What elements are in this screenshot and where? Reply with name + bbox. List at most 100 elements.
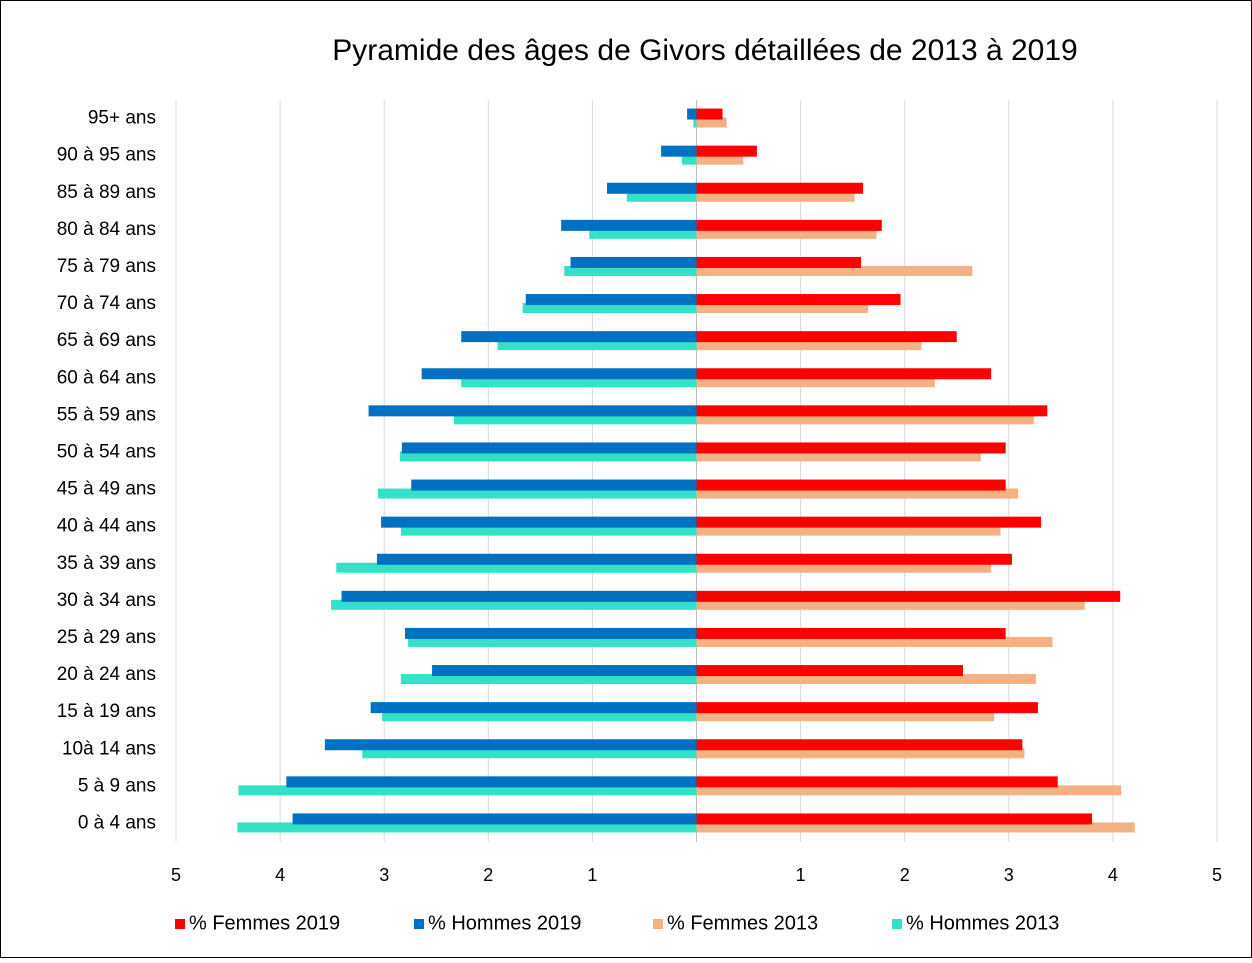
x-tick-label: 2: [900, 865, 910, 885]
bar: [405, 627, 697, 639]
bar: [696, 785, 1122, 796]
y-tick-label: 45 à 49 ans: [57, 479, 156, 500]
y-tick-label: 15 à 19 ans: [57, 701, 156, 722]
legend-label: % Femmes 2019: [189, 912, 340, 934]
bar: [696, 405, 1048, 417]
legend-swatch: [892, 919, 902, 929]
x-tick-label: 4: [275, 865, 285, 885]
bar: [432, 665, 697, 677]
bar: [696, 516, 1042, 528]
bar: [696, 303, 869, 314]
bar: [696, 256, 861, 268]
bar: [696, 377, 935, 388]
bar: [564, 265, 697, 276]
bar: [362, 748, 697, 759]
bar: [400, 525, 697, 536]
y-tick-label: 20 à 24 ans: [57, 664, 156, 685]
bar: [696, 451, 981, 462]
bar: [570, 256, 697, 268]
bar: [408, 636, 697, 647]
bar: [696, 442, 1006, 454]
y-tick-label: 35 à 39 ans: [57, 553, 156, 574]
bar: [696, 117, 727, 128]
bar: [696, 265, 973, 276]
y-tick-label: 85 à 89 ans: [57, 182, 156, 203]
chart-title: Pyramide des âges de Givors détaillées d…: [332, 34, 1077, 67]
bar: [376, 553, 697, 565]
bar: [589, 228, 697, 239]
bar: [696, 562, 992, 573]
bar: [696, 739, 1023, 751]
y-tick-label: 10à 14 ans: [62, 738, 156, 759]
x-tick-label: 5: [1212, 865, 1222, 885]
bar: [696, 627, 1006, 639]
bar: [626, 191, 697, 202]
legend-swatch: [414, 919, 424, 929]
bar: [696, 553, 1012, 565]
legend-label: % Hommes 2019: [428, 912, 581, 934]
bar: [661, 145, 697, 157]
bar: [696, 674, 1036, 685]
bar: [696, 748, 1025, 759]
bar: [696, 145, 757, 157]
bar: [696, 813, 1093, 825]
bar: [696, 154, 744, 165]
bar: [696, 108, 723, 120]
y-tick-label: 30 à 34 ans: [57, 590, 156, 611]
x-tick-label: 3: [1004, 865, 1014, 885]
y-tick-label: 70 à 74 ans: [57, 293, 156, 314]
bar: [561, 219, 697, 231]
x-tick-label: 5: [171, 865, 181, 885]
bar: [286, 776, 697, 788]
bar: [687, 108, 697, 120]
bar: [238, 785, 697, 796]
bar: [696, 191, 855, 202]
bar: [693, 117, 697, 128]
bar: [696, 702, 1038, 714]
legend-swatch: [175, 919, 185, 929]
bar: [696, 294, 901, 306]
bar: [401, 442, 697, 454]
legend-label: % Femmes 2013: [667, 912, 818, 934]
bar: [681, 154, 697, 165]
y-tick-label: 65 à 69 ans: [57, 330, 156, 351]
bar: [696, 488, 1019, 499]
bar: [696, 711, 995, 722]
bar: [696, 331, 957, 343]
bar: [606, 182, 697, 194]
x-tick-label: 4: [1108, 865, 1118, 885]
bar: [370, 702, 697, 714]
y-tick-label: 40 à 44 ans: [57, 516, 156, 537]
bar: [421, 368, 697, 380]
bar: [237, 822, 697, 833]
y-tick-label: 25 à 29 ans: [57, 627, 156, 648]
bar: [292, 813, 697, 825]
bar: [696, 219, 882, 231]
bar: [461, 331, 697, 343]
bar: [453, 414, 697, 425]
bar: [696, 228, 877, 239]
bar: [324, 739, 697, 751]
x-tick-label: 1: [796, 865, 806, 885]
bar: [399, 451, 697, 462]
bar: [368, 405, 697, 417]
bar: [696, 414, 1034, 425]
bar: [377, 488, 697, 499]
bar: [696, 479, 1006, 491]
y-tick-label: 5 à 9 ans: [78, 775, 156, 796]
x-tick-label: 1: [587, 865, 597, 885]
legend-swatch: [653, 919, 663, 929]
y-tick-label: 60 à 64 ans: [57, 367, 156, 388]
bar: [696, 636, 1053, 647]
y-tick-label: 55 à 59 ans: [57, 404, 156, 425]
bar: [696, 776, 1058, 788]
legend-label: % Hommes 2013: [906, 912, 1059, 934]
x-tick-label: 3: [379, 865, 389, 885]
y-tick-label: 75 à 79 ans: [57, 256, 156, 277]
bar: [341, 590, 697, 602]
bar: [696, 340, 922, 351]
bar: [411, 479, 697, 491]
bar: [336, 562, 697, 573]
y-tick-label: 50 à 54 ans: [57, 441, 156, 462]
